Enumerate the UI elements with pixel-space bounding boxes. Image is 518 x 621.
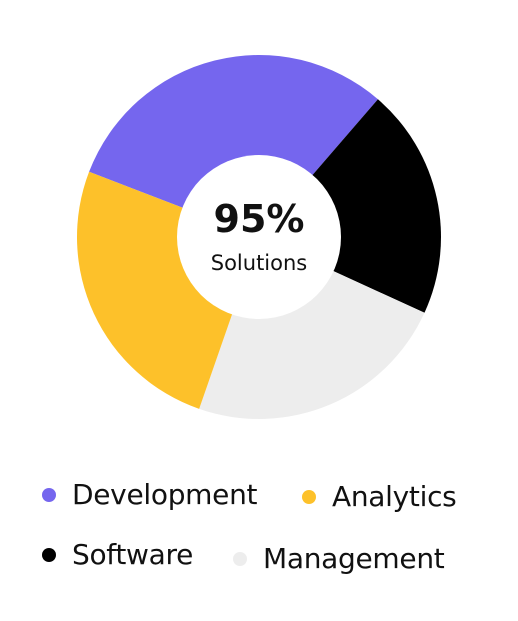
legend-label-management: Management [263,542,445,575]
donut-slice-software [259,99,441,313]
legend-label-software: Software [72,538,194,571]
legend-dot-management [233,551,247,566]
donut-chart: 95% Solutions [77,54,441,419]
donut-center-hole [177,155,341,319]
legend-dot-development [42,487,56,502]
legend-item-software: Software [42,538,193,571]
legend-label-analytics: Analytics [332,480,457,513]
center-value: 95% [214,197,305,241]
legend-item-development: Development [42,478,258,511]
center-label: Solutions [211,251,308,275]
legend-item-analytics: Analytics [302,480,457,513]
legend-dot-analytics [302,489,316,504]
legend-item-management: Management [233,542,445,575]
legend-dot-software [42,547,56,562]
legend-label-development: Development [72,478,258,511]
donut-slice-development [89,54,378,237]
